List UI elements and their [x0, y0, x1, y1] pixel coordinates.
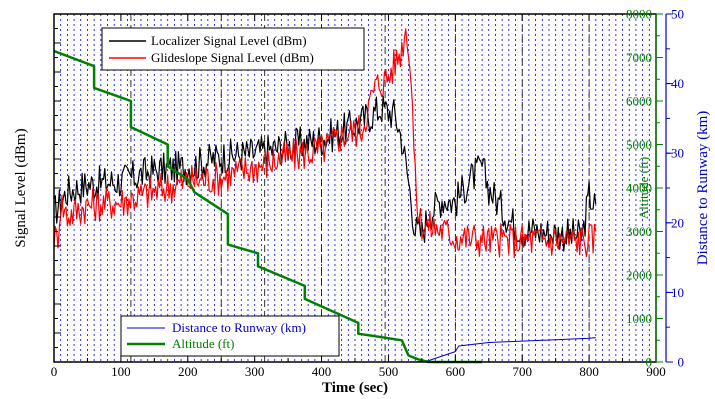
left-tick-layer [54, 28, 61, 348]
x-tick-label: 0 [51, 364, 58, 379]
y-tick-label-right: 4000 [626, 181, 652, 196]
altitude-axis: 0 1000 2000 3000 4000 5000 6000 7000 8000 [626, 7, 663, 370]
y-tick-label-right: 3000 [626, 224, 652, 239]
series-layer [53, 28, 597, 364]
y-tick-label-right: 6000 [626, 94, 652, 109]
legend-label-distance: Distance to Runway (km) [172, 320, 306, 335]
series-line-4 [53, 49, 483, 364]
legend-distance-altitude: Distance to Runway (km) Altitude (ft) [120, 315, 340, 357]
y-tick-label-right: 2000 [626, 268, 652, 283]
y-axis-title-distance: Distance to Runway (km) [695, 111, 711, 266]
y-tick-label-right: 20 [671, 215, 684, 230]
x-tick-label: 900 [646, 364, 666, 379]
x-tick-layer: 0 100 200 300 400 500 600 700 800 900 [51, 14, 666, 379]
x-tick-label: 600 [446, 364, 466, 379]
series-line-1 [53, 95, 597, 252]
grid-layer [60, 14, 650, 362]
y-tick-label-right: 10 [671, 285, 684, 300]
distance-axis: 0 10 20 30 40 50 [665, 7, 685, 370]
legend-bottom-box [120, 315, 340, 357]
y-axis-title-signal: Signal Level (dBm) [13, 128, 29, 247]
y-tick-label-right: 0 [646, 355, 653, 370]
y-tick-label-right: 1000 [626, 311, 652, 326]
y-tick-label-right: 5000 [626, 137, 652, 152]
x-tick-label: 800 [579, 364, 599, 379]
legend-label-localizer: Localizer Signal Level (dBm) [151, 33, 307, 48]
x-axis-title: Time (sec) [322, 380, 388, 396]
series-line-2 [53, 28, 597, 259]
x-tick-label: 300 [245, 364, 265, 379]
legend-label-glideslope: Glideslope Signal Level (dBm) [151, 50, 314, 65]
y-axis-title-altitude: Altitude (ft) [636, 157, 651, 219]
y-tick-label-right: 0 [678, 355, 685, 370]
x-tick-label: 400 [312, 364, 332, 379]
x-tick-label: 700 [512, 364, 532, 379]
y-tick-label-right: 7000 [626, 50, 652, 65]
y-tick-label-right: 8000 [626, 7, 652, 22]
legend-signal-box [101, 27, 365, 71]
x-tick-label: 500 [379, 364, 399, 379]
y-tick-label-right: 50 [671, 7, 684, 22]
x-tick-label: 100 [111, 364, 131, 379]
y-tick-label-right: 40 [671, 76, 684, 91]
series-line-3 [415, 337, 596, 363]
x-tick-label: 200 [178, 364, 198, 379]
legend-signal: Localizer Signal Level (dBm) Glideslope … [101, 27, 365, 71]
legend-label-altitude: Altitude (ft) [172, 336, 234, 351]
y-tick-label-right: 30 [671, 146, 684, 161]
